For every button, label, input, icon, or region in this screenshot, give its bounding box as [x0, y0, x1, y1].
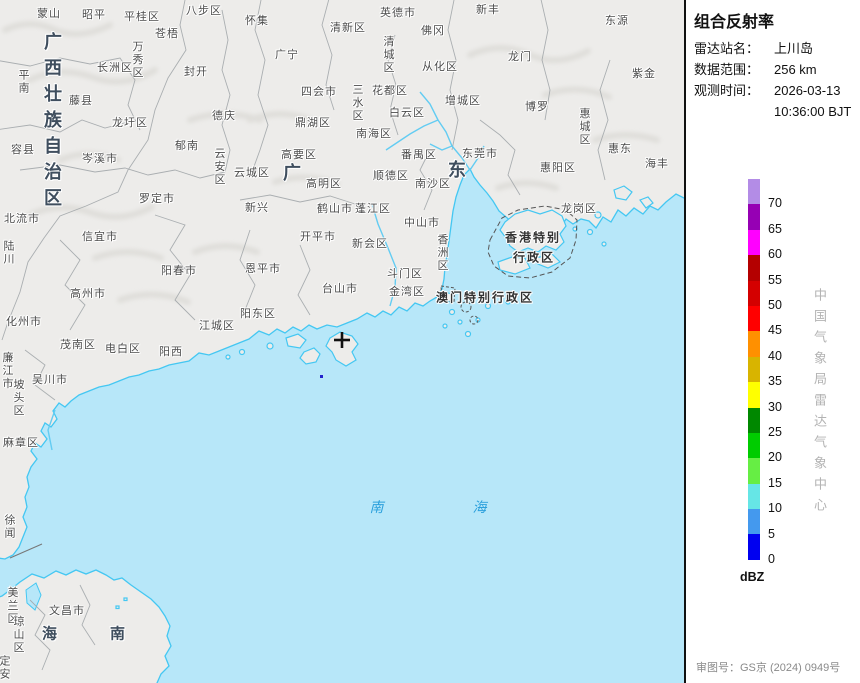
legend-segment	[748, 280, 760, 306]
strait-line	[9, 543, 43, 559]
info-row: 雷达站名： 上川岛	[694, 38, 860, 59]
legend-unit-label: dBZ	[740, 570, 765, 584]
info-row: 数据范围： 256 km	[694, 59, 860, 80]
legend-segment	[748, 534, 760, 560]
macau-sar-dashed-boundary	[440, 285, 479, 325]
terrain-shading	[2, 21, 660, 305]
legend-color-bar	[748, 179, 760, 560]
legend-tick: 25	[768, 425, 782, 439]
legend-segment	[748, 483, 760, 510]
legend-tick: 0	[768, 552, 775, 566]
legend-segment	[748, 407, 760, 433]
legend-segment	[748, 255, 760, 281]
info-label: 雷达站名：	[694, 41, 760, 56]
info-value: 10:36:00 BJT	[774, 104, 852, 119]
legend-tick: 50	[768, 298, 782, 312]
info-row: 观测时间： 2026-03-13	[694, 80, 860, 101]
map-canvas: 蒙山 昭平 平桂区 八步区 苍梧 万秀区 长洲区 封开 平南 藤县 龙圩区 德庆 容县 岑溪市 郁南 云安区广…	[0, 0, 684, 683]
legend-tick: 30	[768, 399, 782, 414]
legend-segment	[748, 204, 760, 230]
legend-tick: 20	[768, 450, 782, 465]
legend-segment	[748, 179, 760, 205]
legend-segment	[748, 432, 760, 459]
legend-segment	[748, 305, 760, 332]
legend-tick: 10	[768, 501, 782, 516]
info-row: 10:36:00 BJT	[694, 101, 860, 122]
hk-sar-dashed-boundary	[487, 205, 578, 279]
info-value: 256 km	[774, 62, 817, 77]
legend-tick: 35	[768, 374, 782, 389]
product-title: 组合反射率	[694, 14, 775, 31]
hainan-island	[0, 569, 172, 683]
legend-tick: 15	[768, 475, 782, 490]
legend-segment	[748, 458, 760, 484]
legend-tick: 60	[768, 247, 782, 262]
map-geometry	[0, 0, 684, 683]
legend-segment	[748, 229, 760, 256]
legend-tick: 5	[768, 526, 775, 541]
agency-watermark: 中国气象局雷达气象中心	[812, 288, 827, 519]
info-label: 观测时间：	[694, 83, 760, 98]
mainland-landmass	[0, 0, 684, 560]
legend-segment	[748, 509, 760, 535]
legend-tick: 45	[768, 323, 782, 338]
islands	[115, 185, 654, 610]
info-value: 2026-03-13	[774, 83, 841, 98]
info-value: 上川岛	[774, 41, 814, 56]
info-label: 数据范围：	[694, 62, 760, 77]
legend-tick: 55	[768, 272, 782, 287]
legend-segment	[748, 331, 760, 357]
radar-station-cross	[334, 332, 350, 348]
district-boundaries	[0, 0, 611, 671]
radar-info-block: 雷达站名： 上川岛 数据范围： 256 km 观测时间： 2026-03-13 10:36:…	[694, 38, 860, 122]
radar-echo-dot	[320, 375, 323, 378]
rivers	[47, 91, 485, 451]
info-label	[694, 101, 774, 122]
legend-tick: 65	[768, 221, 782, 236]
legend-tick: 40	[768, 348, 782, 363]
legend-segment	[748, 382, 760, 408]
legend-tick: 70	[768, 196, 782, 211]
legend-segment	[748, 356, 760, 383]
info-panel: 组合反射率 雷达站名： 上川岛 数据范围： 256 km 观测时间： 2026-03-13…	[684, 0, 860, 683]
map-approval-number: 审图号：GS京 (2024) 0949号	[696, 662, 841, 674]
